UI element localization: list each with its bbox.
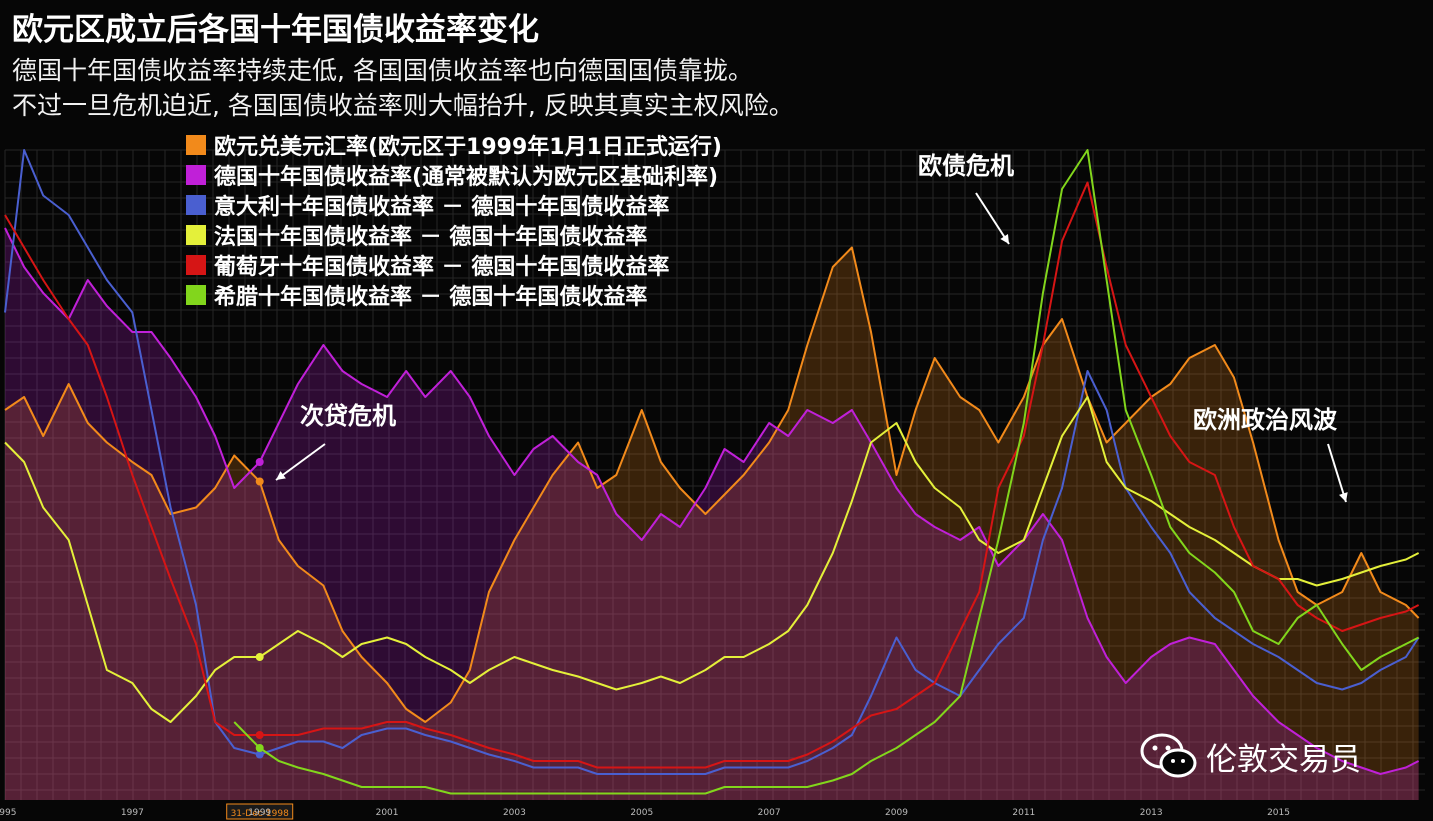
arrow-euro-debt-head bbox=[1000, 234, 1009, 244]
annotation-europe-politics: 欧洲政治风波 bbox=[1193, 406, 1337, 434]
series-marker-4 bbox=[255, 731, 264, 739]
annotation-subprime-crisis: 次贷危机 bbox=[300, 402, 396, 430]
legend-swatch bbox=[186, 135, 206, 155]
legend-item: 德国十年国债收益率(通常被默认为欧元区基础利率) bbox=[186, 160, 722, 190]
series-area-1 bbox=[5, 228, 1419, 800]
series-line-0 bbox=[4, 246, 1420, 723]
chart-subtitle-line-1: 德国十年国债收益率持续走低, 各国国债收益率也向德国国债靠拢。 bbox=[12, 56, 753, 85]
arrow-euro-debt bbox=[975, 192, 1010, 245]
legend-item: 希腊十年国债收益率 － 德国十年国债收益率 bbox=[186, 280, 722, 310]
legend-item: 意大利十年国债收益率 － 德国十年国债收益率 bbox=[186, 190, 722, 220]
legend-item: 欧元兑美元汇率(欧元区于1999年1月1日正式运行) bbox=[186, 130, 722, 160]
legend-label: 意大利十年国债收益率 － 德国十年国债收益率 bbox=[214, 195, 670, 220]
series-line-5 bbox=[233, 149, 1420, 795]
x-highlight-box bbox=[226, 803, 294, 820]
series-marker-1 bbox=[255, 458, 264, 466]
chart-legend: 欧元兑美元汇率(欧元区于1999年1月1日正式运行) 德国十年国债收益率(通常被默… bbox=[186, 130, 722, 310]
x-highlight-label: 31-Dec-1998 bbox=[231, 809, 290, 819]
watermark: 伦敦交易员 bbox=[1140, 733, 1361, 779]
series-line-2 bbox=[4, 149, 1420, 775]
x-tick-label: 1999 bbox=[248, 808, 271, 818]
x-tick-label: 2009 bbox=[885, 808, 908, 818]
x-tick-label: 1995 bbox=[0, 808, 16, 818]
series-marker-0 bbox=[255, 477, 264, 486]
series-area-0 bbox=[5, 247, 1419, 800]
legend-item: 法国十年国债收益率 － 德国十年国债收益率 bbox=[186, 220, 722, 250]
legend-swatch bbox=[186, 255, 206, 275]
series-marker-5 bbox=[255, 744, 264, 752]
arrow-subprime bbox=[275, 443, 326, 481]
legend-label: 希腊十年国债收益率 － 德国十年国债收益率 bbox=[214, 285, 648, 310]
series-marker-2 bbox=[255, 750, 264, 759]
x-tick-label: 2003 bbox=[503, 808, 526, 818]
x-tick-label: 2007 bbox=[758, 808, 781, 818]
x-tick-label: 1997 bbox=[121, 808, 144, 818]
watermark-text: 伦敦交易员 bbox=[1206, 741, 1361, 778]
legend-swatch bbox=[186, 165, 206, 185]
legend-swatch bbox=[186, 225, 206, 245]
arrow-europe-politics-head bbox=[1339, 492, 1348, 502]
legend-swatch bbox=[186, 195, 206, 215]
legend-label: 葡萄牙十年国债收益率 － 德国十年国债收益率 bbox=[214, 255, 670, 280]
arrow-subprime-head bbox=[276, 471, 286, 480]
legend-label: 欧元兑美元汇率(欧元区于1999年1月1日正式运行) bbox=[214, 135, 722, 160]
x-tick-label: 2011 bbox=[1012, 808, 1035, 818]
legend-label: 法国十年国债收益率 － 德国十年国债收益率 bbox=[214, 225, 648, 250]
legend-label: 德国十年国债收益率(通常被默认为欧元区基础利率) bbox=[214, 165, 719, 190]
series-line-1 bbox=[4, 227, 1420, 775]
x-tick-label: 2001 bbox=[376, 808, 399, 818]
x-tick-label: 2015 bbox=[1267, 808, 1290, 818]
arrow-europe-politics bbox=[1327, 443, 1347, 503]
series-line-4 bbox=[4, 181, 1420, 769]
legend-item: 葡萄牙十年国债收益率 － 德国十年国债收益率 bbox=[186, 250, 722, 280]
x-tick-label: 2005 bbox=[630, 808, 653, 818]
chart-title: 欧元区成立后各国十年国债收益率变化 bbox=[12, 12, 539, 48]
wechat-icon bbox=[1140, 733, 1197, 778]
series-marker-3 bbox=[255, 653, 264, 661]
annotation-euro-debt-crisis: 欧债危机 bbox=[918, 152, 1014, 180]
series-line-3 bbox=[4, 396, 1420, 723]
chart-subtitle-line-2: 不过一旦危机迫近, 各国国债收益率则大幅抬升, 反映其真实主权风险。 bbox=[12, 91, 794, 120]
x-tick-label: 2013 bbox=[1140, 808, 1163, 818]
legend-swatch bbox=[186, 285, 206, 305]
